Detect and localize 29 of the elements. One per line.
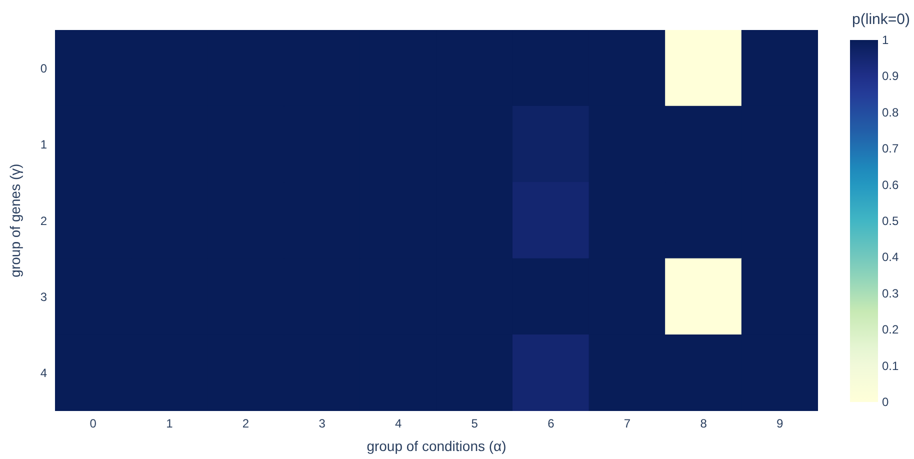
color-bar-label: 1 [882,33,889,47]
y-tick-label: 1 [40,138,48,152]
color-bar-label: 0.5 [882,214,900,228]
x-axis-title: group of conditions (α) [366,438,506,454]
x-tick-label: 3 [318,416,326,431]
x-tick-label: 5 [471,416,478,431]
x-tick-label: 1 [166,416,174,431]
color-bar-label: 0.3 [882,286,900,300]
color-bar-label: 0.9 [882,69,900,84]
x-tick-label: 0 [90,416,97,431]
y-tick-label: 2 [40,214,48,228]
y-tick-label: 4 [40,366,48,380]
color-bar-title: p(link=0) [852,11,910,28]
y-axis-title: group of genes (γ) [6,164,23,278]
x-tick-label: 9 [776,416,784,431]
x-tick-label: 7 [624,416,631,431]
color-bar-label: 0 [882,395,889,409]
color-bar-label: 0.8 [882,105,900,120]
color-bar-label: 0.7 [882,142,900,156]
color-bar-label: 0.2 [882,322,900,337]
color-bar-label: 0.6 [882,178,900,192]
x-tick-label: 2 [242,416,250,431]
x-tick-label: 4 [395,416,402,431]
color-bar-label: 0.4 [882,250,900,264]
y-tick-label: 0 [40,61,48,76]
color-bar-label: 0.1 [882,358,900,373]
y-tick-label: 3 [40,290,48,304]
x-tick-label: 6 [548,416,555,431]
x-tick-label: 8 [700,416,708,431]
